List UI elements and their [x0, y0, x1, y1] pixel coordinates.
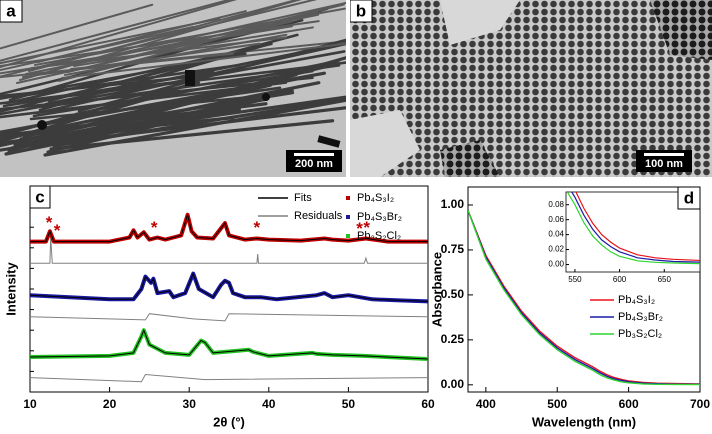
legend-label: Pb₃S₂Cl₂	[618, 328, 662, 340]
nanorod	[0, 0, 318, 78]
gap	[440, 0, 520, 45]
peak-marker: *	[46, 213, 53, 232]
peak-marker: *	[254, 218, 261, 237]
legend-swatch	[346, 215, 350, 219]
scale-bar	[294, 153, 334, 156]
nanorod	[0, 17, 221, 65]
legend-label: Pb₄S₃I₂	[357, 192, 394, 204]
nanorod	[19, 0, 302, 81]
nanorod	[61, 42, 346, 79]
fit-curve	[29, 272, 429, 302]
inset-x-tick-label: 600	[613, 275, 627, 284]
curves	[468, 210, 700, 386]
multilayer	[440, 140, 500, 177]
panel-label-box	[350, 0, 373, 23]
nanorod	[0, 3, 154, 50]
y-axis-label: Intensity	[3, 262, 18, 316]
y-tick-label: 0.00	[441, 377, 465, 391]
nanorod	[0, 25, 194, 72]
inset-y-tick-label: 0.04	[548, 230, 564, 239]
rod-end	[317, 135, 341, 148]
inset-curves	[566, 192, 700, 265]
fit-curve	[30, 212, 428, 243]
absorbance-curve	[468, 210, 700, 386]
y-tick-label: 0.25	[441, 332, 465, 346]
nanorod	[43, 98, 346, 157]
x-tick-label: 40	[262, 397, 276, 411]
residual-line	[29, 373, 429, 383]
x-tick-label: 20	[103, 397, 117, 411]
particle	[262, 93, 270, 101]
inset-curve	[571, 192, 700, 263]
scale-bar	[644, 153, 684, 156]
inset-x-tick-label: 650	[658, 275, 672, 284]
nanorod	[16, 20, 293, 84]
panel-label-box	[677, 186, 701, 210]
nanorod	[0, 0, 233, 62]
peak-marker: *	[363, 218, 370, 237]
inset-curve	[566, 192, 700, 265]
fit-curve	[29, 328, 429, 360]
x-tick-label: 60	[421, 397, 435, 411]
legend-label: Pb₄S₃I₂	[618, 294, 655, 306]
y-tick-label: 1.00	[441, 197, 465, 211]
x-axis-label: 2θ (°)	[213, 414, 245, 429]
peak-marker: *	[356, 219, 363, 238]
scale-bar-label: 100 nm	[645, 158, 683, 170]
panel-label: c	[35, 187, 44, 206]
legend-label: Pb₄S₃Br₂	[357, 211, 402, 223]
panel-label: d	[684, 188, 694, 207]
gap	[350, 110, 420, 177]
peak-marker: *	[151, 218, 158, 237]
particle	[37, 120, 47, 130]
scale-bar-label: 200 nm	[295, 158, 333, 170]
legend-swatch	[346, 196, 350, 200]
panel-label-box	[0, 0, 23, 23]
y-tick-label: 0.75	[441, 242, 465, 256]
nanorod	[73, 26, 314, 67]
inset-y-tick-label: 0.02	[548, 245, 564, 254]
x-tick-label: 30	[183, 397, 197, 411]
inset-y-tick-label: 0.00	[548, 260, 564, 269]
x-tick-label: 10	[23, 397, 37, 411]
residual-line	[29, 313, 429, 322]
inset-y-tick-label: 0.08	[548, 200, 564, 209]
multilayer	[650, 0, 712, 60]
peak-marker: *	[54, 221, 61, 240]
x-axis-label: Wavelength (nm)	[532, 414, 636, 429]
y-tick-label: 0.50	[441, 287, 465, 301]
legend-label: Pb₃S₂Cl₂	[357, 230, 401, 242]
nanorod	[0, 114, 215, 152]
y-axis-label: Absorbance	[429, 252, 444, 327]
residual-line	[30, 237, 428, 264]
panel-label-box	[29, 185, 51, 209]
nanorod	[0, 52, 234, 79]
legend-swatch	[346, 234, 350, 238]
inset-x-tick-label: 550	[568, 275, 582, 284]
x-tick-label: 500	[547, 397, 567, 411]
absorbance-chart: 400 500 600 700 0.00 0.25 0.50 0.75 1.00 Waveleng…	[429, 186, 710, 429]
x-tick-label: 400	[476, 397, 496, 411]
x-tick-label: 600	[619, 397, 639, 411]
nanorod	[29, 95, 255, 121]
tem-image-a: 200 nm a	[0, 0, 346, 177]
nanorod	[0, 50, 346, 116]
x-tick-label: 50	[342, 397, 356, 411]
panel-label: a	[6, 1, 16, 20]
nanorod	[0, 81, 288, 119]
legend-label: Residuals	[294, 210, 343, 222]
inset-curve	[575, 192, 700, 262]
rod-end	[185, 70, 195, 86]
legend-label: Pb₄S₃Br₂	[618, 311, 663, 323]
legend-label: Fits	[294, 192, 312, 204]
panel-label: b	[356, 1, 366, 20]
x-tick-label: 700	[690, 397, 710, 411]
nanorod	[0, 0, 238, 69]
inset-y-tick-label: 0.06	[548, 215, 564, 224]
tem-image-b: 100 nm b	[350, 0, 712, 177]
nanorods	[0, 0, 346, 157]
nanorod	[58, 11, 319, 82]
